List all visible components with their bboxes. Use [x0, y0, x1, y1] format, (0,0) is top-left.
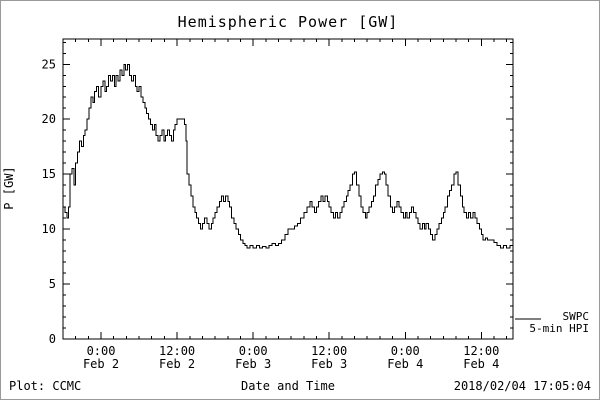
x-tick-time-label: 0:00 [391, 344, 420, 358]
y-tick-label: 5 [49, 277, 56, 291]
x-tick-time-label: 12:00 [311, 344, 347, 358]
y-tick-label: 20 [42, 112, 56, 126]
x-tick-date-label: Feb 2 [159, 357, 195, 371]
x-tick-time-label: 12:00 [463, 344, 499, 358]
legend-series-type: 5-min HPI [529, 322, 589, 335]
x-tick-date-label: Feb 3 [311, 357, 347, 371]
x-tick-time-label: 0:00 [239, 344, 268, 358]
chart-title: Hemispheric Power [GW] [177, 13, 399, 31]
x-tick-date-label: Feb 3 [235, 357, 271, 371]
x-tick-date-label: Feb 4 [387, 357, 423, 371]
y-tick-label: 0 [49, 332, 56, 346]
legend: SWPC 5-min HPI [529, 311, 589, 335]
hpi-step-line [63, 63, 514, 249]
x-tick-time-label: 12:00 [159, 344, 195, 358]
y-tick-label: 15 [42, 167, 56, 181]
x-tick-time-label: 0:00 [87, 344, 116, 358]
y-tick-label: 10 [42, 222, 56, 236]
x-tick-date-label: Feb 4 [463, 357, 499, 371]
plot-credit: Plot: CCMC [9, 379, 82, 393]
y-tick-label: 25 [42, 57, 56, 71]
x-tick-date-label: Feb 2 [83, 357, 119, 371]
x-axis-label: Date and Time [241, 379, 335, 393]
legend-series-source: SWPC [562, 310, 590, 323]
generation-timestamp: 2018/02/04 17:05:04 [453, 379, 591, 393]
plot-frame [62, 38, 514, 340]
